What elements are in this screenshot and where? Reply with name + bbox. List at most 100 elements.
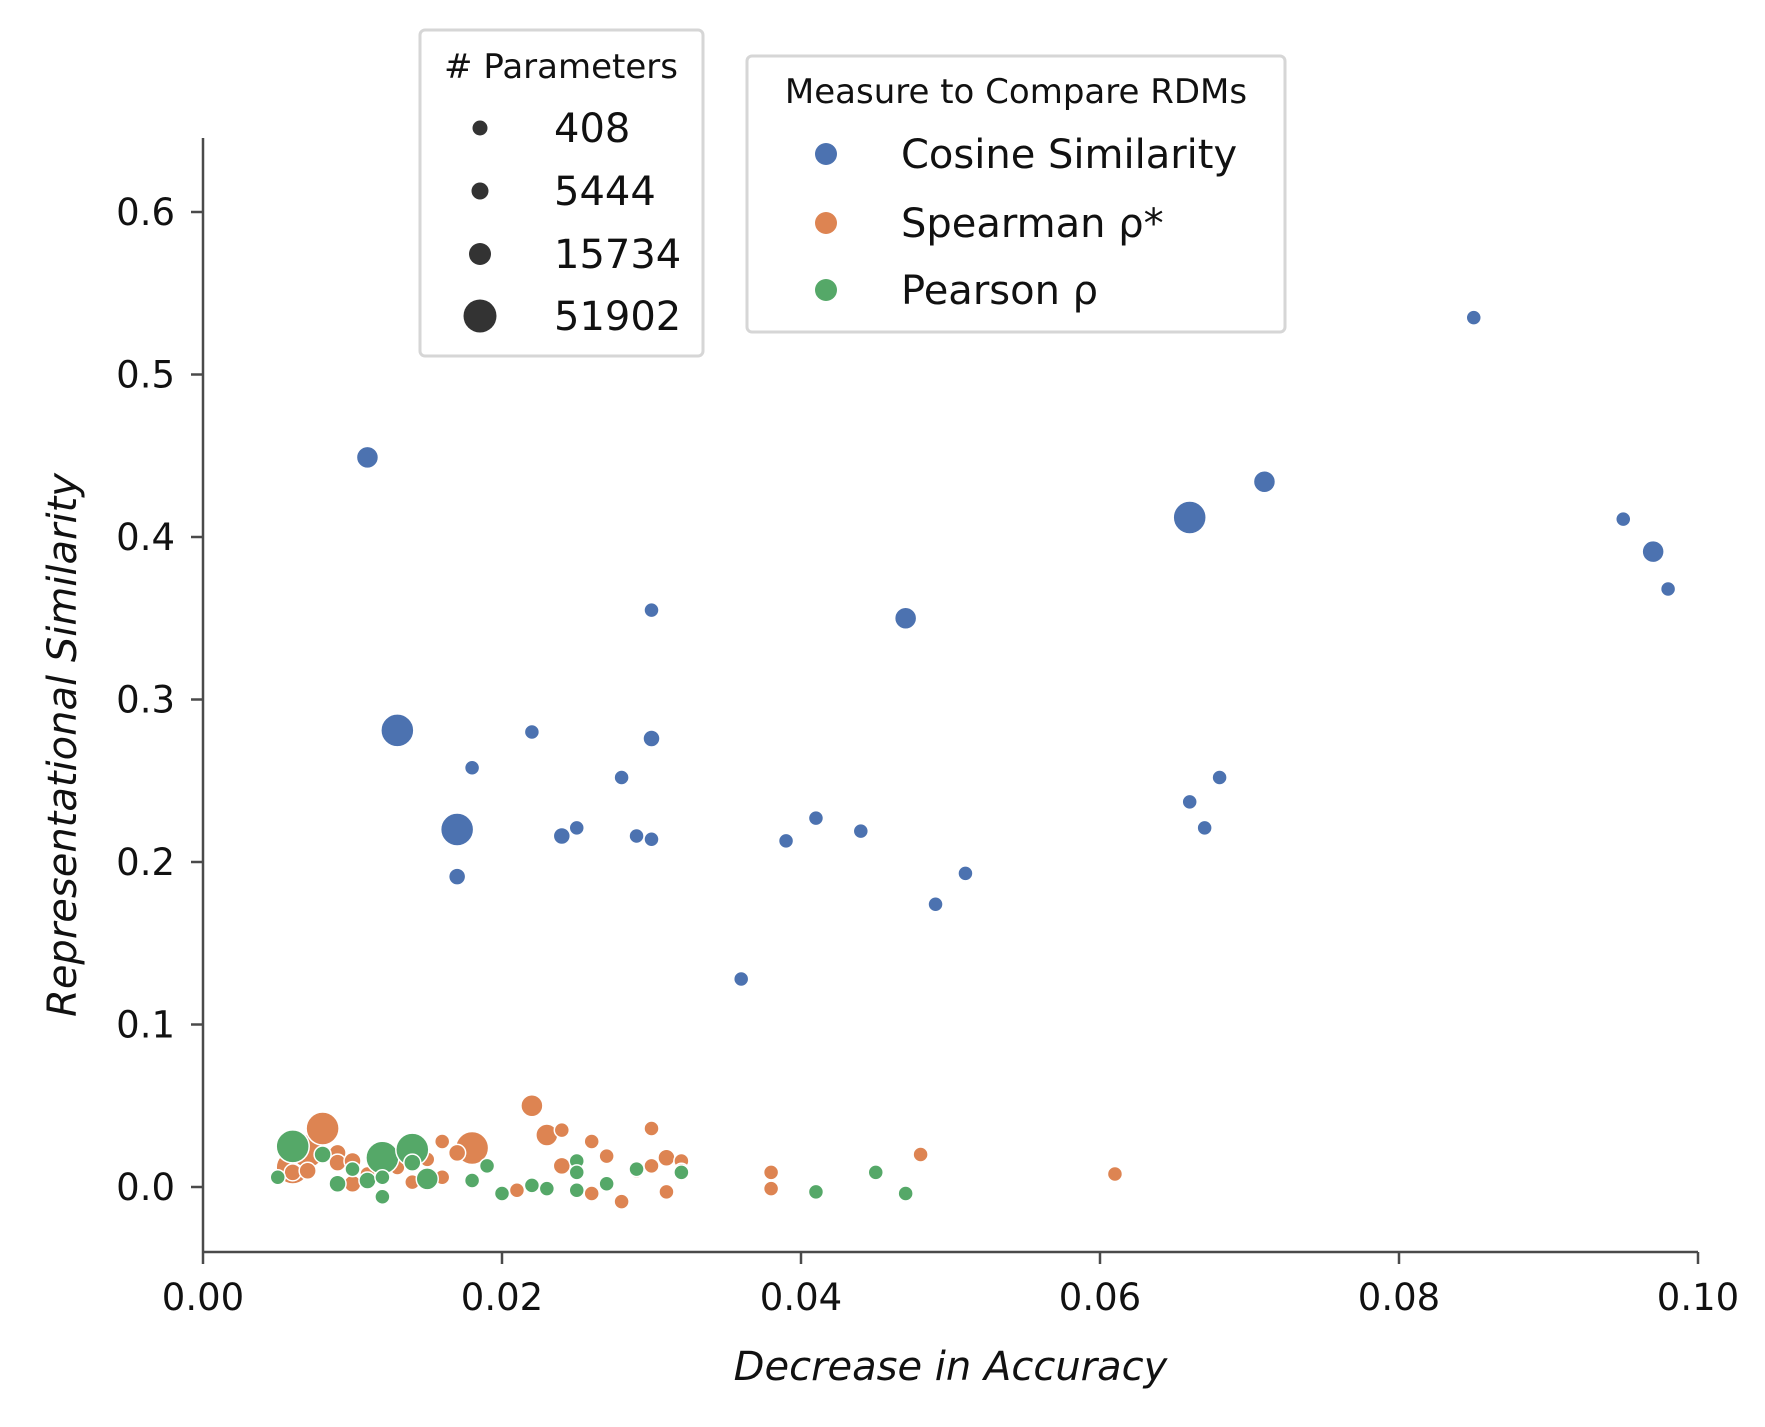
point-spearman [298, 1161, 317, 1180]
point-cosine-similarity [552, 826, 572, 846]
y-tick-label: 0.5 [116, 354, 175, 397]
point-cosine-similarity [447, 867, 467, 886]
point-pearson [313, 1145, 332, 1164]
point-cosine-similarity [807, 809, 825, 827]
x-tick-label: 0.06 [1059, 1276, 1141, 1319]
point-cosine-similarity [1252, 470, 1277, 494]
point-pearson [463, 1172, 481, 1189]
point-spearman [762, 1180, 780, 1197]
point-cosine-similarity [957, 865, 974, 882]
point-spearman [613, 1193, 630, 1210]
hue-legend: Measure to Compare RDMs Cosine Similarit… [745, 54, 1287, 334]
point-pearson [867, 1164, 884, 1181]
size-legend: # Parameters 408 5444 15734 51902 [418, 28, 705, 358]
point-cosine-similarity [1196, 819, 1213, 837]
point-spearman [520, 1094, 544, 1118]
size-legend-marker [469, 243, 491, 265]
point-pearson [493, 1185, 511, 1202]
hue-legend-marker [815, 279, 837, 301]
hue-legend-marker [815, 143, 837, 165]
point-spearman [658, 1183, 675, 1201]
point-pearson [403, 1153, 422, 1172]
point-cosine-similarity [1211, 769, 1228, 786]
y-axis-title: Representational Similarity [40, 472, 86, 1017]
hue-legend-title: Measure to Compare RDMs [785, 72, 1247, 112]
size-legend-marker [472, 120, 488, 136]
point-pearson [358, 1171, 377, 1190]
y-tick-label: 0.3 [116, 679, 175, 722]
point-cosine-similarity [568, 819, 585, 837]
point-pearson [538, 1180, 556, 1197]
hue-legend-marker [815, 212, 837, 234]
point-spearman [305, 1111, 340, 1146]
point-pearson [523, 1177, 541, 1194]
point-pearson [897, 1185, 914, 1202]
point-pearson [628, 1160, 645, 1178]
hue-legend-entries: Cosine Similarity Spearman ρ* Pearson ρ [815, 132, 1237, 314]
point-spearman [1106, 1165, 1124, 1183]
point-pearson [598, 1175, 615, 1192]
point-spearman [447, 1143, 467, 1163]
point-pearson [269, 1169, 286, 1186]
point-pearson [344, 1160, 361, 1178]
point-cosine-similarity [893, 606, 918, 630]
y-tick-label: 0.6 [116, 191, 175, 234]
axes: 0.00 0.02 0.04 0.06 0.08 0.10 0.0 0.1 0.2 0.3 0.4… [116, 138, 1739, 1319]
hue-legend-label: Spearman ρ* [901, 201, 1164, 247]
point-cosine-similarity [628, 827, 645, 845]
y-tick-label: 0.0 [116, 1166, 175, 1209]
size-legend-label: 408 [554, 106, 630, 152]
point-cosine-similarity [439, 812, 475, 847]
point-cosine-similarity [643, 831, 660, 848]
point-cosine-similarity [1172, 500, 1207, 535]
size-legend-label: 15734 [554, 232, 681, 278]
y-tick-label: 0.4 [116, 516, 175, 559]
point-spearman [433, 1133, 451, 1150]
point-spearman [552, 1156, 572, 1176]
point-cosine-similarity [852, 822, 870, 840]
point-pearson [673, 1164, 690, 1181]
point-cosine-similarity [1659, 580, 1677, 598]
size-legend-marker [463, 299, 497, 333]
hue-legend-box [745, 54, 1287, 334]
x-tick-label: 0.10 [1657, 1276, 1739, 1319]
point-cosine-similarity [613, 769, 630, 786]
point-cosine-similarity [927, 896, 944, 913]
y-tick-label: 0.2 [116, 841, 175, 884]
point-spearman [643, 1157, 660, 1175]
y-tick-label: 0.1 [116, 1004, 175, 1047]
point-spearman [643, 1120, 660, 1137]
point-spearman [508, 1182, 526, 1199]
point-cosine-similarity [1615, 510, 1632, 528]
point-cosine-similarity [1465, 309, 1482, 326]
point-pearson [374, 1169, 391, 1186]
point-cosine-similarity [523, 723, 541, 741]
point-cosine-similarity [777, 832, 795, 850]
y-ticks: 0.0 0.1 0.2 0.3 0.4 0.5 0.6 [116, 191, 203, 1209]
point-pearson [275, 1129, 310, 1164]
x-axis-title: Decrease in Accuracy [734, 1344, 1169, 1390]
point-pearson [568, 1182, 585, 1199]
size-legend-label: 51902 [554, 294, 681, 340]
point-spearman [553, 1121, 571, 1139]
point-cosine-similarity [643, 601, 660, 619]
point-cosine-similarity [1641, 539, 1665, 564]
point-pearson [374, 1188, 391, 1205]
point-cosine-similarity [463, 759, 481, 776]
point-spearman [598, 1147, 615, 1165]
size-legend-marker [471, 182, 489, 200]
point-spearman [762, 1164, 780, 1181]
point-spearman [912, 1146, 929, 1163]
point-cosine-similarity [1181, 793, 1198, 811]
data-points [269, 309, 1677, 1210]
point-pearson [807, 1183, 825, 1201]
hue-legend-label: Pearson ρ [901, 268, 1098, 314]
x-tick-label: 0.08 [1358, 1276, 1440, 1319]
point-cosine-similarity [732, 970, 750, 988]
size-legend-title: # Parameters [444, 47, 678, 87]
x-ticks: 0.00 0.02 0.04 0.06 0.08 0.10 [162, 1252, 1739, 1319]
point-pearson [568, 1164, 585, 1181]
size-legend-entries: 408 5444 15734 51902 [463, 106, 681, 340]
point-cosine-similarity [380, 713, 415, 748]
